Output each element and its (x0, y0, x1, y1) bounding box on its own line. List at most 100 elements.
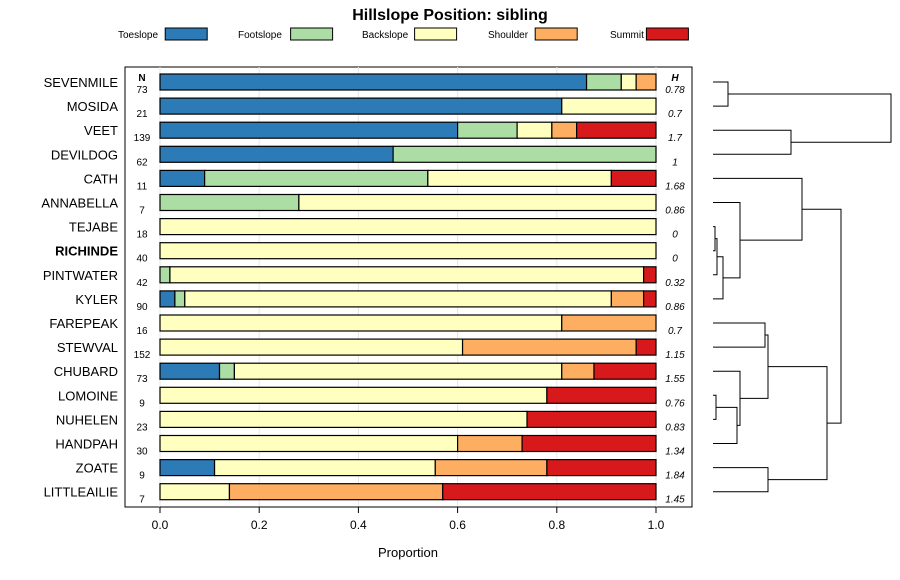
row-stewval: STEWVAL 152 1.15 (57, 338, 685, 361)
x-tick-label-5: 1.0 (648, 518, 665, 532)
bar-zoate-backslope (213, 459, 436, 477)
bar-pintwater-summit (642, 266, 657, 284)
bar-tejabe-backslope (159, 218, 657, 236)
row-label-kyler: KYLER (75, 292, 118, 307)
dendrogram (713, 81, 892, 493)
dendrogram-branch-12 (740, 334, 769, 399)
bar-veet-shoulder (551, 121, 578, 139)
bar-chubard-toeslope (159, 362, 221, 380)
dendrogram-branch-3 (713, 226, 716, 252)
legend-swatch-toeslope (164, 27, 208, 41)
bar-cath-summit (610, 169, 657, 187)
row-richinde: RICHINDE 40 0 (55, 242, 678, 265)
bar-zoate-summit (546, 459, 657, 477)
row-label-littleailie: LITTLEAILIE (44, 485, 119, 500)
gridlines (159, 67, 657, 507)
n-value-chubard: 73 (136, 374, 148, 385)
bar-littleailie-shoulder (228, 483, 444, 501)
n-value-mosida: 21 (136, 109, 148, 120)
x-tick-label-1: 0.2 (251, 518, 268, 532)
n-value-handpah: 30 (136, 447, 148, 458)
row-label-devildog: DEVILDOG (51, 147, 118, 162)
bar-lomoine-backslope (159, 386, 548, 404)
legend-label-summit: Summit (610, 30, 644, 41)
bar-kyler-shoulder (610, 290, 645, 308)
n-value-farepeak: 16 (136, 326, 148, 337)
legend-label-shoulder: Shoulder (488, 30, 529, 41)
dendrogram-branch-14 (768, 366, 828, 481)
bar-farepeak-shoulder (561, 314, 657, 332)
bar-sevenmile-backslope (620, 73, 637, 91)
row-label-veet: VEET (84, 123, 118, 138)
row-label-zoate: ZOATE (76, 461, 119, 476)
bar-veet-summit (576, 121, 657, 139)
bar-devildog-footslope (392, 145, 657, 163)
bar-kyler-toeslope (159, 290, 176, 308)
legend: Toeslope Footslope Backslope Shoulder Summit (118, 27, 689, 41)
n-value-richinde: 40 (136, 254, 148, 265)
bar-cath-toeslope (159, 169, 206, 187)
row-lomoine: LOMOINE 9 0.76 (58, 386, 685, 409)
n-value-sevenmile: 73 (136, 85, 148, 96)
n-value-cath: 11 (137, 181, 148, 192)
legend-swatch-footslope (290, 27, 334, 41)
row-devildog: DEVILDOG 62 1 (51, 145, 678, 168)
row-label-stewval: STEWVAL (57, 340, 118, 355)
x-tick-label-3: 0.6 (449, 518, 466, 532)
bar-chubard-backslope (233, 362, 563, 380)
h-value-stewval: 1.15 (665, 350, 685, 361)
row-label-farepeak: FAREPEAK (49, 316, 118, 331)
dendrogram-branch-13 (713, 467, 769, 493)
legend-swatch-backslope (414, 27, 458, 41)
bar-nuhelen-backslope (159, 410, 528, 428)
h-value-mosida: 0.7 (668, 109, 682, 120)
row-label-lomoine: LOMOINE (58, 388, 118, 403)
row-label-sevenmile: SEVENMILE (44, 75, 119, 90)
h-value-annabella: 0.86 (665, 206, 685, 217)
bar-stewval-shoulder (461, 338, 637, 356)
dendrogram-branch-2 (713, 129, 792, 155)
h-value-tejabe: 0 (672, 230, 678, 241)
chart-title: Hillslope Position: sibling (352, 7, 548, 24)
row-label-pintwater: PINTWATER (43, 268, 118, 283)
h-value-chubard: 1.55 (665, 374, 685, 385)
bar-nuhelen-summit (526, 410, 657, 428)
x-axis-label: Proportion (378, 545, 438, 560)
dendrogram-branch-15 (802, 208, 842, 424)
x-tick-label-4: 0.8 (548, 518, 565, 532)
h-value-handpah: 1.34 (665, 447, 685, 458)
n-column-header: N (138, 73, 145, 84)
row-label-annabella: ANNABELLA (41, 196, 118, 211)
bar-farepeak-backslope (159, 314, 563, 332)
h-value-cath: 1.68 (665, 181, 685, 192)
n-value-tejabe: 18 (136, 230, 148, 241)
bar-cath-backslope (427, 169, 612, 187)
dendrogram-branch-5 (713, 256, 724, 300)
bar-veet-footslope (457, 121, 518, 139)
bar-annabella-footslope (159, 193, 300, 212)
bar-littleailie-backslope (159, 483, 231, 501)
bar-zoate-toeslope (159, 459, 216, 477)
n-value-stewval: 152 (134, 350, 151, 361)
row-littleailie: LITTLEAILIE 7 1.45 (44, 483, 685, 506)
legend-swatch-shoulder (534, 27, 578, 41)
bar-devildog-toeslope (159, 145, 394, 163)
h-value-zoate: 1.84 (665, 471, 685, 482)
n-value-devildog: 62 (136, 157, 148, 168)
bar-sevenmile-footslope (585, 73, 622, 91)
h-column-header: H (671, 73, 679, 84)
row-label-tejabe: TEJABE (69, 220, 118, 235)
row-annabella: ANNABELLA 7 0.86 (41, 193, 685, 217)
bar-lomoine-summit (546, 386, 657, 404)
x-tick-label-2: 0.4 (350, 518, 367, 532)
row-pintwater: PINTWATER 42 0.32 (43, 266, 685, 289)
bar-pintwater-footslope (159, 266, 171, 284)
bar-handpah-summit (521, 434, 657, 453)
dendrogram-branch-1 (713, 81, 729, 107)
bar-handpah-backslope (159, 434, 459, 453)
n-value-veet: 139 (134, 133, 151, 144)
bar-sevenmile-toeslope (159, 73, 588, 91)
legend-swatch-summit (645, 27, 689, 41)
